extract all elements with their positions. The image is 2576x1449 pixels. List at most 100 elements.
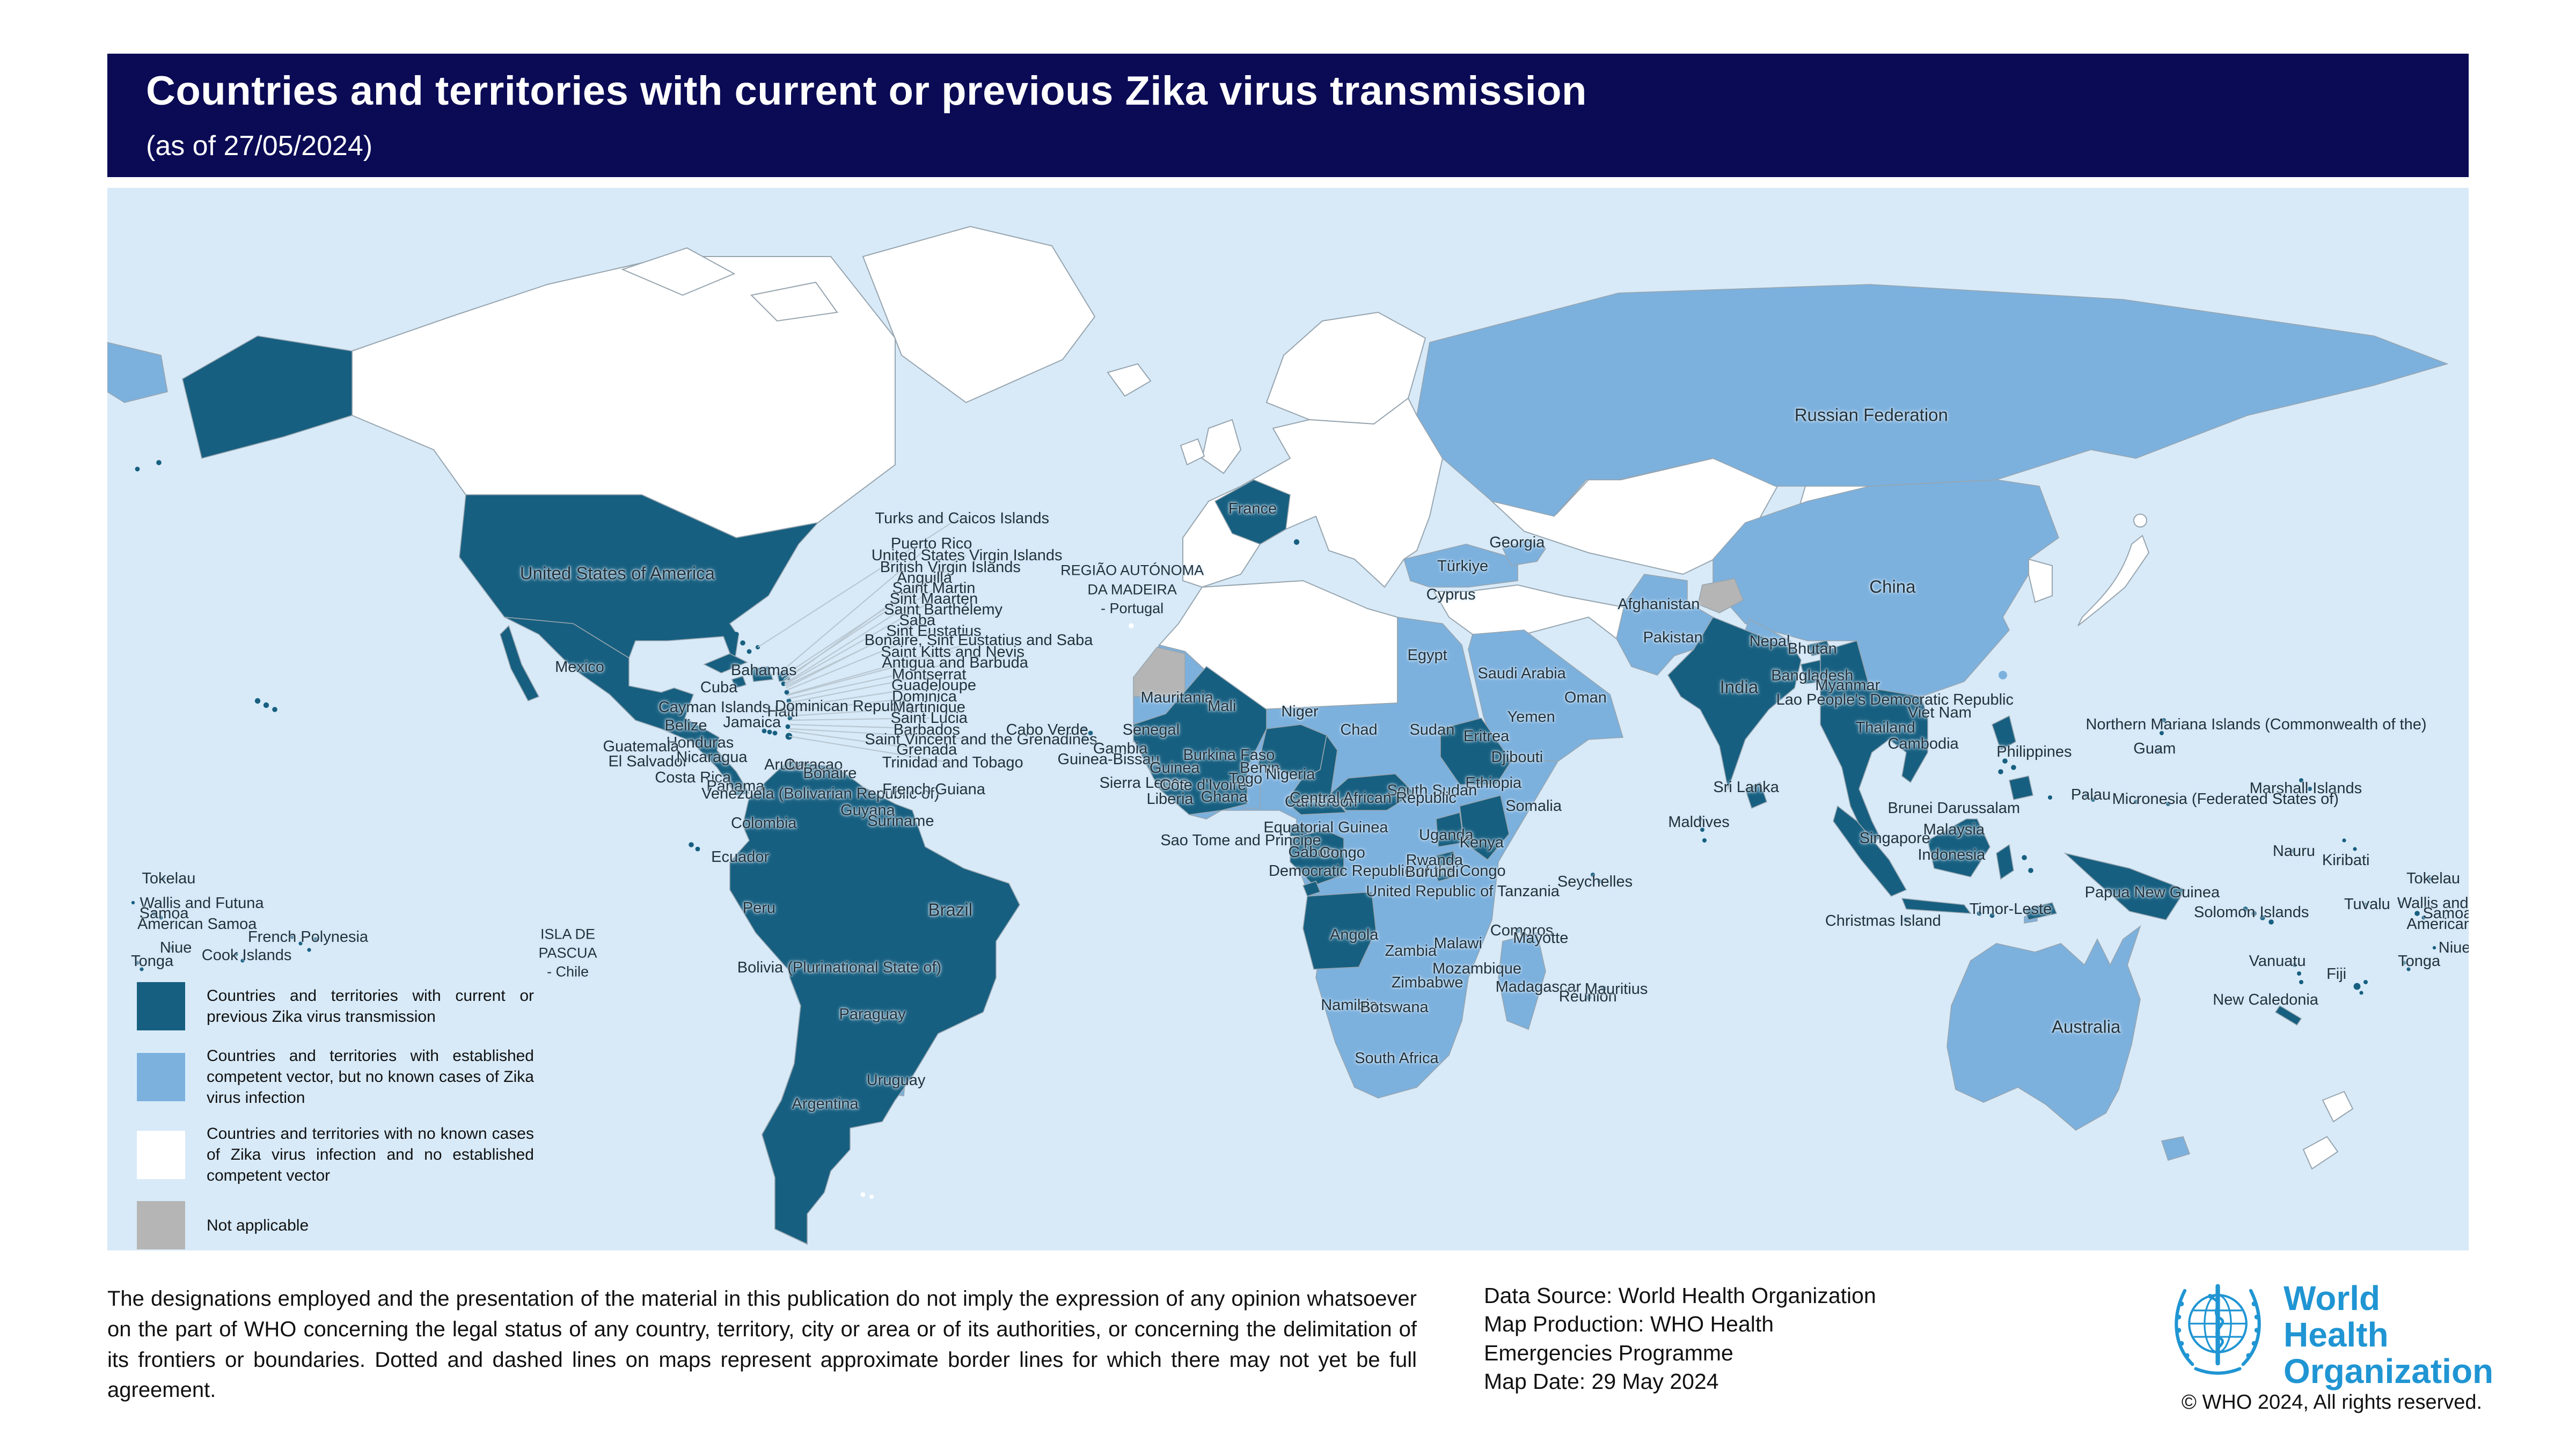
world-map-panel: United States of America Mexico Bahamas Cub… — [107, 188, 2469, 1250]
data-source-text: Data Source: World Health Organization M… — [1484, 1283, 1876, 1394]
map-label: United States of America — [519, 563, 715, 583]
map-label: Sierra Leone — [1099, 774, 1189, 792]
map-label: United Republic of Tanzania — [1366, 882, 1560, 900]
map-label: Bolivia (Plurinational State of) — [737, 959, 942, 977]
map-label: Bonaire, Sint Eustatius and Saba — [864, 632, 1093, 649]
map-label: Guyana — [840, 802, 895, 819]
map-label: Saint Martin — [892, 580, 976, 597]
map-label: Russian Federation — [1794, 405, 1948, 425]
map-label: Viet Nam — [1908, 704, 1972, 721]
disclaimer-text: The designations employed and the presen… — [107, 1287, 1417, 1402]
map-label: Tonga — [2398, 953, 2441, 970]
legend-item: Not applicable — [137, 1201, 598, 1249]
map-label: Cambodia — [1887, 735, 1959, 752]
caribbean-leader-lines — [757, 516, 982, 764]
map-label: Dominican Republic — [774, 698, 913, 715]
map-label: Sri Lanka — [1713, 778, 1779, 796]
legend-swatch-na — [137, 1201, 185, 1249]
map-label: Ghana — [1201, 788, 1248, 806]
map-label: Gambia — [1093, 740, 1148, 758]
map-label-block: ISLA DE PASCUA - Chile — [538, 925, 597, 980]
map-label: Papua New Guinea — [2084, 883, 2220, 901]
map-label: China — [1869, 577, 1916, 597]
landmass-not-applicable — [1133, 578, 1744, 697]
map-label: Mauritania — [1140, 689, 1213, 707]
map-label: Peru — [742, 899, 776, 917]
map-label: Kiribati — [2322, 852, 2370, 869]
map-label: Costa Rica — [655, 769, 731, 786]
map-label: South Africa — [1355, 1049, 1439, 1067]
map-label: Botswana — [1360, 998, 1429, 1016]
copyright-text: © WHO 2024, All rights reserved. — [2181, 1391, 2483, 1414]
map-label: Wallis and Futuna — [2397, 894, 2469, 912]
map-label: Gabon — [1288, 843, 1335, 861]
map-label: Congo — [1319, 844, 1365, 862]
map-label: Niue — [2438, 939, 2469, 956]
map-label: France — [1228, 500, 1277, 517]
map-label: Burundi — [1405, 863, 1459, 881]
landmass-zika — [131, 335, 2436, 1245]
map-label: Barbados — [893, 721, 960, 738]
map-label: Trinidad and Tobago — [882, 754, 1023, 772]
map-label: Belize — [664, 716, 707, 734]
map-label: Indonesia — [1918, 846, 1986, 864]
map-label: Timor-Leste — [1969, 901, 2052, 918]
map-label: Yemen — [1507, 708, 1555, 726]
map-label: Uruguay — [866, 1072, 926, 1089]
map-label: Nicaragua — [676, 749, 748, 766]
map-label: Curaçao — [784, 756, 843, 774]
map-label: Saint Kitts and Nevis — [881, 643, 1024, 661]
map-label: Panama — [706, 777, 765, 795]
map-label: Côte d'Ivoire — [1159, 776, 1247, 794]
map-label: Maldives — [1668, 813, 1730, 831]
map-label: Northern Mariana Islands (Commonwealth o… — [2085, 715, 2427, 733]
map-label: British Virgin Islands — [880, 558, 1021, 576]
map-label: Argentina — [792, 1095, 859, 1113]
map-label: Marshall Islands — [2249, 779, 2362, 797]
map-label: Samoa — [139, 905, 189, 923]
legend-label: Countries and territories with no known … — [207, 1125, 534, 1184]
map-label: Comoros — [1490, 921, 1554, 939]
map-label: Paraguay — [839, 1006, 906, 1023]
map-label: Cabo Verde — [1006, 721, 1088, 738]
map-label: Central African Republic — [1289, 789, 1457, 807]
legend-item: Countries and territories with establish… — [137, 1045, 598, 1108]
map-label: Bhutan — [1787, 640, 1837, 658]
map-label: Brunei Darussalam — [1887, 800, 2021, 817]
map-label: Tokelau — [142, 869, 196, 887]
map-label: Togo — [1228, 770, 1263, 787]
map-label: Nigeria — [1265, 765, 1315, 783]
page-title: Countries and territories with current o… — [146, 68, 1587, 114]
map-label: Türkiye — [1437, 557, 1489, 575]
legend-item: Countries and territories with no known … — [137, 1123, 598, 1186]
map-label: South Sudan — [1387, 781, 1477, 799]
map-label: Benin — [1240, 759, 1280, 777]
map-label: Turks and Caicos Islands — [875, 509, 1050, 527]
map-label: Tokelau — [2406, 869, 2460, 887]
map-label: Christmas Island — [1825, 912, 1941, 930]
map-label: Saint Vincent and the Grenadines — [865, 730, 1097, 748]
map-label: French Polynesia — [247, 928, 369, 946]
legend-label: Countries and territories with current o… — [207, 987, 534, 1026]
map-label: American Samoa — [2406, 916, 2469, 933]
map-label: India — [1719, 677, 1759, 697]
map-label: Tuvalu — [2344, 895, 2390, 913]
map-label: Venezuela (Bolivarian Republic of) — [701, 785, 940, 802]
map-label: Lao People's Democratic Republic — [1776, 691, 2014, 709]
map-label: Micronesia (Federated States of) — [2112, 790, 2339, 808]
map-label: Mexico — [555, 658, 604, 676]
map-label: Sudan — [1409, 721, 1455, 738]
map-label: Angola — [1330, 926, 1379, 943]
map-label: Rwanda — [1406, 852, 1463, 869]
map-label: Mozambique — [1432, 960, 1522, 978]
legend-swatch-none — [137, 1130, 185, 1179]
header-bar: Countries and territories with current o… — [107, 54, 2469, 177]
map-label: Saba — [899, 611, 936, 629]
map-label: Sint Maarten — [889, 590, 978, 608]
map-label: Cayman Islands — [658, 699, 770, 716]
map-label: Philippines — [1996, 743, 2072, 761]
map-label: Guam — [2133, 740, 2176, 758]
map-label: Liberia — [1146, 790, 1194, 808]
map-labels: United States of America Mexico Bahamas Cub… — [107, 188, 2469, 1250]
map-label: Jamaica — [723, 713, 781, 731]
